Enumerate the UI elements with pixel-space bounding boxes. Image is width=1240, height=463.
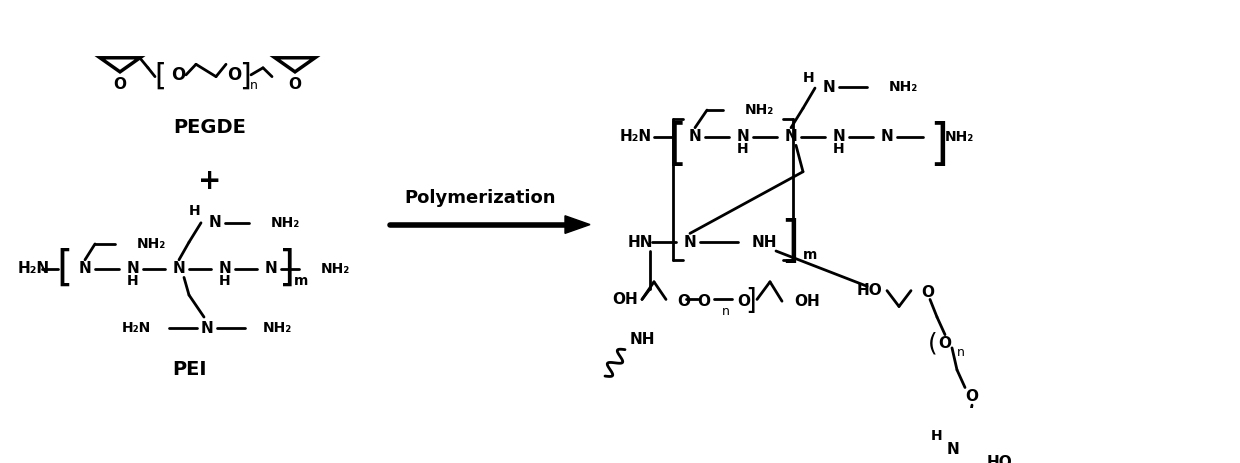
Text: N: N (126, 261, 139, 276)
Text: (: ( (928, 332, 937, 356)
Text: H₂N: H₂N (620, 129, 652, 144)
Text: N: N (822, 80, 836, 95)
Text: N: N (264, 261, 278, 276)
Text: H: H (128, 274, 139, 288)
Text: NH₂: NH₂ (321, 262, 350, 275)
Text: [: [ (154, 62, 166, 91)
Text: O: O (289, 77, 301, 92)
Text: O: O (114, 77, 126, 92)
Text: N: N (201, 321, 213, 336)
Text: N: N (785, 129, 797, 144)
Text: NH₂: NH₂ (745, 103, 774, 117)
Text: m: m (294, 274, 309, 288)
Text: N: N (683, 235, 697, 250)
Text: H: H (804, 70, 815, 85)
Text: H: H (190, 204, 201, 219)
Text: NH: NH (630, 332, 656, 347)
Text: N: N (688, 129, 702, 144)
Text: O: O (966, 389, 978, 404)
Text: Polymerization: Polymerization (404, 189, 556, 207)
Text: n: n (957, 346, 965, 359)
Text: O: O (677, 294, 689, 309)
Text: ]: ] (239, 62, 250, 91)
Text: N: N (172, 261, 185, 276)
Text: N: N (880, 129, 893, 144)
Text: [: [ (56, 248, 72, 290)
Text: N: N (78, 261, 92, 276)
Text: H₂N: H₂N (122, 321, 151, 336)
Text: ]: ] (780, 218, 800, 266)
Text: ]: ] (279, 248, 295, 290)
Text: n: n (250, 79, 258, 92)
Text: OH: OH (794, 294, 820, 309)
Text: O: O (939, 336, 951, 351)
Text: N: N (208, 215, 222, 230)
Text: ]: ] (929, 121, 949, 169)
Text: ]: ] (745, 287, 756, 315)
Text: NH₂: NH₂ (136, 237, 166, 251)
Text: NH₂: NH₂ (889, 80, 919, 94)
Text: HO: HO (857, 283, 883, 298)
Text: O: O (737, 294, 750, 309)
Text: H: H (931, 429, 942, 443)
Text: O: O (921, 285, 934, 300)
Text: n: n (722, 305, 730, 318)
Polygon shape (565, 216, 590, 233)
Text: m: m (802, 248, 817, 262)
Text: H₂N: H₂N (19, 261, 50, 276)
Text: O: O (171, 66, 185, 84)
Text: HN: HN (627, 235, 653, 250)
Text: PEI: PEI (172, 360, 207, 379)
Text: O: O (227, 66, 241, 84)
Text: H: H (219, 274, 231, 288)
Text: N: N (218, 261, 232, 276)
Text: NH₂: NH₂ (263, 321, 293, 336)
Text: H: H (833, 142, 844, 156)
Text: N: N (832, 129, 846, 144)
Text: NH₂: NH₂ (272, 216, 300, 230)
Text: N: N (737, 129, 749, 144)
Text: PEGDE: PEGDE (174, 118, 247, 137)
Text: NH₂: NH₂ (945, 130, 975, 144)
Text: OH: OH (613, 292, 637, 307)
Text: NH: NH (751, 235, 777, 250)
Text: N: N (946, 442, 960, 457)
Text: H: H (738, 142, 749, 156)
Text: HO: HO (987, 455, 1013, 463)
Text: +: + (198, 167, 222, 194)
Text: [: [ (668, 121, 688, 169)
Text: O: O (697, 294, 711, 309)
